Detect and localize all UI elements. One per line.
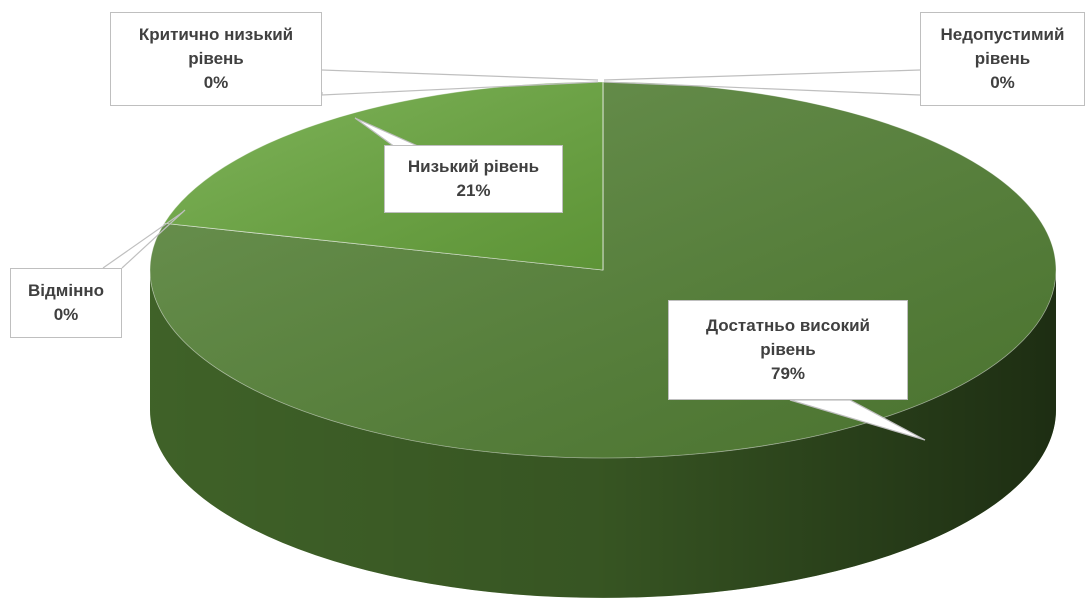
side-shade [150,270,1056,598]
label-name: Низький рівень [407,157,540,176]
pie-sides [150,270,1056,598]
label-name: Відмінно [27,281,104,300]
leader-line [321,69,599,81]
leader-line [121,209,186,269]
data-label: Критично низький рівень 0% [110,12,322,106]
label-value: 0% [53,305,79,324]
label-value: 79% [770,364,806,383]
leader-line [603,69,921,81]
label-name: Критично низький рівень [138,25,294,68]
data-label: Недопустимий рівень 0% [920,12,1085,106]
leader-lines [102,69,1085,441]
label-name: Достатньо високий рівень [705,316,870,359]
label-value: 0% [990,73,1015,92]
label-name: Недопустимий рівень [940,25,1065,68]
leader-line [321,81,599,96]
top-shade [164,82,604,270]
pie-tops [149,81,1057,459]
leader-line [603,81,921,96]
leader-line [102,211,184,269]
label-value: 0% [203,73,229,92]
label-value: 21% [456,181,491,200]
callout-tail [789,399,926,441]
data-label: Відмінно 0% [10,268,122,338]
data-label: Достатньо високий рівень 79% [668,300,908,400]
data-label: Низький рівень 21% [384,145,563,213]
